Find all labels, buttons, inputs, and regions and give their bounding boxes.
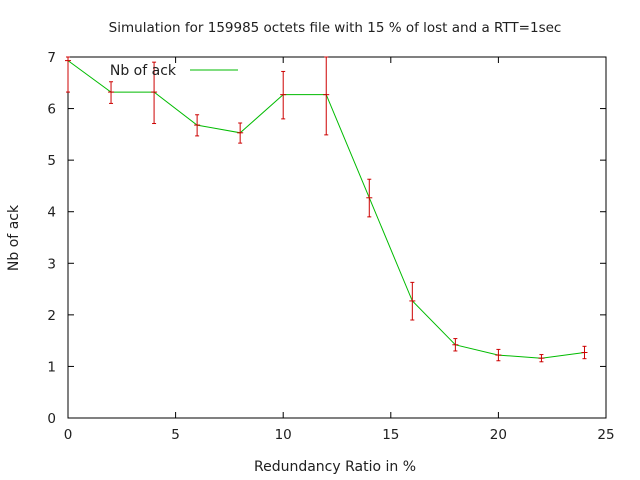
error-bar (237, 122, 244, 144)
plot-area-border (67, 56, 607, 419)
x-tick-label: 20 (490, 427, 507, 443)
tick-labels: 0 5 10 15 20 25 0 1 2 3 4 5 6 7 (47, 50, 614, 443)
x-tick-label: 5 (171, 427, 180, 443)
legend-label: Nb of ack (110, 63, 177, 79)
error-bar (495, 348, 502, 362)
x-tick-label: 15 (382, 427, 399, 443)
chart-title: Simulation for 159985 octets file with 1… (109, 20, 562, 36)
y-tick-label: 2 (47, 308, 56, 324)
error-bar (323, 56, 330, 136)
y-tick-label: 6 (47, 102, 56, 118)
y-tick-label: 1 (47, 359, 56, 375)
error-bar (280, 70, 287, 120)
y-tick-label: 3 (47, 256, 56, 272)
x-axis-label: Redundancy Ratio in % (254, 459, 416, 475)
error-bar (366, 178, 373, 218)
legend: Nb of ack (110, 63, 238, 79)
error-bar (65, 56, 71, 93)
axis-ticks (67, 56, 607, 419)
error-bar (194, 114, 201, 137)
error-bar (108, 81, 115, 104)
error-bars (65, 56, 588, 363)
y-axis-label: Nb of ack (6, 204, 22, 271)
error-bar (151, 61, 158, 125)
y-tick-label: 7 (47, 50, 56, 66)
error-bar (538, 354, 545, 363)
y-tick-label: 5 (47, 153, 56, 169)
error-bar (581, 345, 588, 360)
error-bar (409, 281, 416, 321)
error-bar (452, 338, 459, 352)
x-tick-label: 0 (64, 427, 73, 443)
y-tick-label: 4 (47, 205, 56, 221)
x-tick-label: 25 (597, 427, 614, 443)
y-tick-label: 0 (47, 411, 56, 427)
x-tick-label: 10 (275, 427, 292, 443)
